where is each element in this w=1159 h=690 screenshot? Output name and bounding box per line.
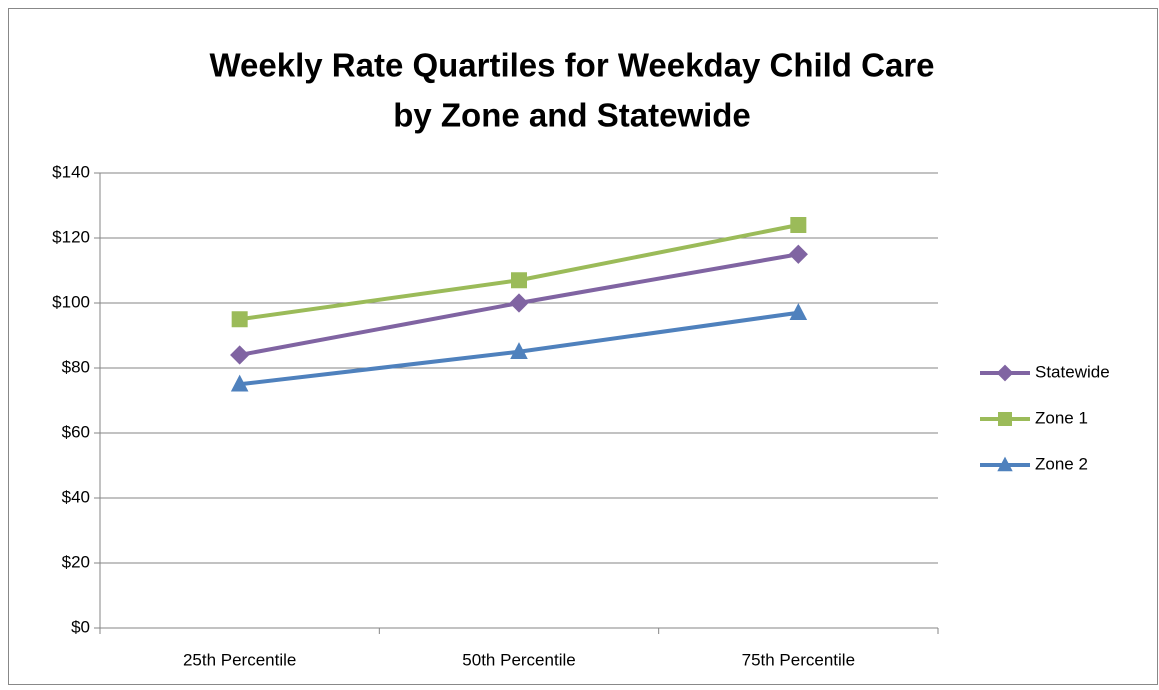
x-tick-label: 75th Percentile: [742, 650, 855, 669]
marker: [790, 217, 807, 233]
chart-border: [8, 8, 1158, 685]
y-tick-label: $140: [52, 162, 90, 181]
marker: [510, 342, 528, 359]
marker: [998, 412, 1012, 426]
legend-label: Zone 1: [1035, 408, 1088, 427]
marker: [231, 311, 248, 328]
x-tick-label: 50th Percentile: [462, 650, 575, 669]
y-tick-label: $40: [62, 487, 90, 506]
y-tick-label: $120: [52, 227, 90, 246]
marker: [511, 272, 527, 289]
chart-title: by Zone and Statewide: [393, 97, 751, 134]
chart-title: Weekly Rate Quartiles for Weekday Child …: [209, 47, 934, 84]
marker: [230, 345, 250, 365]
legend-label: Statewide: [1035, 362, 1110, 381]
marker: [230, 374, 249, 392]
y-tick-label: $80: [62, 357, 90, 376]
y-tick-label: $60: [62, 422, 90, 441]
legend-label: Zone 2: [1035, 454, 1088, 473]
marker: [509, 293, 529, 313]
x-tick-label: 25th Percentile: [183, 650, 296, 669]
marker: [788, 244, 808, 264]
marker: [789, 303, 808, 320]
marker: [997, 456, 1013, 472]
y-tick-label: $20: [62, 552, 90, 571]
y-tick-label: $100: [52, 292, 90, 311]
marker: [996, 364, 1014, 382]
y-tick-label: $0: [71, 617, 90, 636]
